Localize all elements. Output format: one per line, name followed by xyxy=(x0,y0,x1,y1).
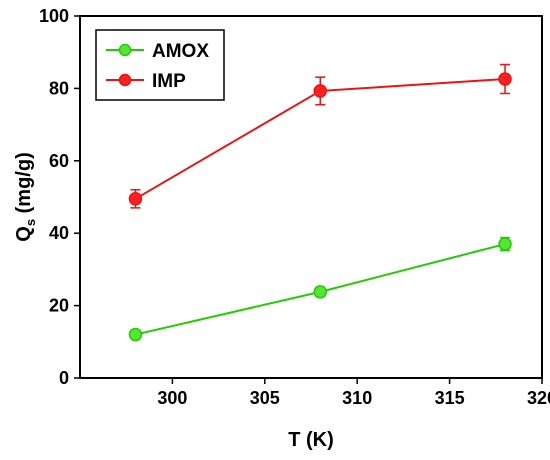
y-axis-title-main: Q xyxy=(13,226,35,242)
y-tick-label: 20 xyxy=(49,296,69,316)
x-axis: 300 305 310 315 320 xyxy=(157,378,550,408)
y-tick-label: 60 xyxy=(49,151,69,171)
x-tick-label: 300 xyxy=(157,388,187,408)
x-axis-title: T (K) xyxy=(288,429,334,451)
legend-label-imp: IMP xyxy=(152,71,186,92)
plot-area xyxy=(128,63,512,342)
legend-label-amox: AMOX xyxy=(152,41,209,62)
data-point-amox xyxy=(313,285,327,299)
data-point-imp xyxy=(128,192,143,206)
data-point-imp xyxy=(498,72,512,86)
y-axis: 0 20 40 60 80 100 xyxy=(39,6,80,388)
legend-box xyxy=(95,29,225,101)
y-tick-label: 40 xyxy=(49,223,69,243)
legend-marker-imp xyxy=(118,73,132,87)
x-tick-label: 305 xyxy=(250,388,280,408)
y-axis-title: Qs (mg/g) xyxy=(13,152,38,241)
y-axis-title-unit: (mg/g) xyxy=(13,152,35,219)
data-point-imp xyxy=(313,84,327,98)
legend-marker-amox xyxy=(118,43,132,57)
data-point-amox xyxy=(128,327,143,342)
y-tick-label: 0 xyxy=(59,368,69,388)
data-point-amox xyxy=(498,237,512,251)
y-axis-title-subscript: s xyxy=(23,219,38,226)
plot-frame xyxy=(79,15,543,379)
y-tick-label: 100 xyxy=(39,6,69,26)
x-tick-label: 320 xyxy=(527,388,550,408)
x-tick-label: 310 xyxy=(342,388,372,408)
legend: AMOX IMP xyxy=(95,29,225,101)
x-tick-label: 315 xyxy=(435,388,465,408)
y-tick-label: 80 xyxy=(49,78,69,98)
